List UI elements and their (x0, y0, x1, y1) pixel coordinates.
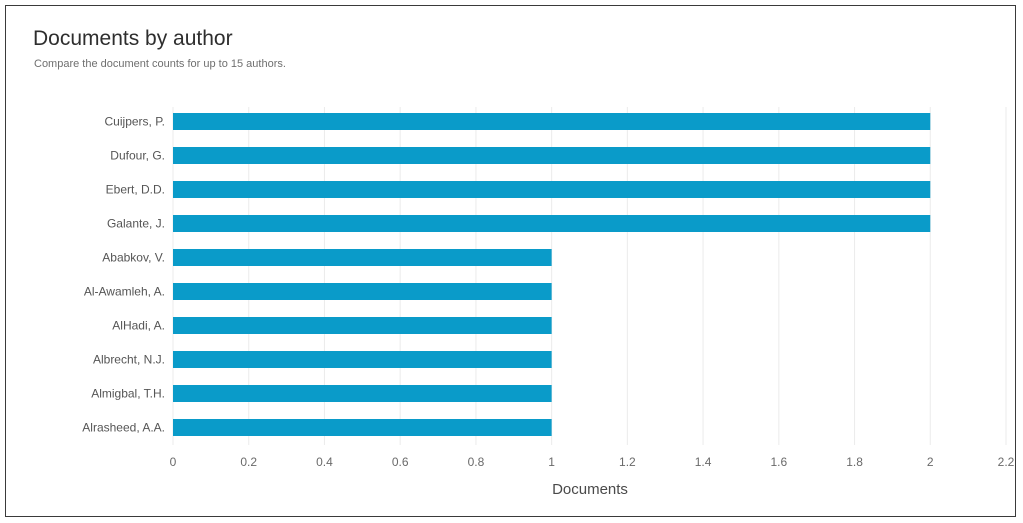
bar[interactable] (173, 283, 552, 300)
x-tick-label: 2 (927, 455, 934, 469)
category-label: Cuijpers, P. (105, 115, 165, 129)
x-tick-label: 1.2 (619, 455, 636, 469)
bar[interactable] (173, 249, 552, 266)
bar[interactable] (173, 215, 931, 232)
category-label: Ababkov, V. (102, 251, 165, 265)
x-tick-label: 2.2 (998, 455, 1015, 469)
category-label: Alrasheed, A.A. (82, 421, 165, 435)
x-tick-label: 0.2 (240, 455, 257, 469)
bar[interactable] (173, 385, 552, 402)
bar[interactable] (173, 181, 931, 198)
category-label: Dufour, G. (110, 149, 165, 163)
x-tick-label: 1 (548, 455, 555, 469)
bar[interactable] (173, 351, 552, 368)
category-label: Albrecht, N.J. (93, 353, 165, 367)
x-tick-label: 1.8 (846, 455, 863, 469)
bar[interactable] (173, 419, 552, 436)
category-label: Galante, J. (107, 217, 165, 231)
x-tick-label: 0.8 (468, 455, 485, 469)
x-tick-labels: 0 0.2 0.4 0.6 0.8 1 1.2 1.4 1.6 1.8 2 2.2 (170, 455, 1015, 469)
x-tick-label: 0.6 (392, 455, 409, 469)
x-tick-label: 1.4 (695, 455, 712, 469)
x-tick-label: 0 (170, 455, 177, 469)
x-tick-label: 0.4 (316, 455, 333, 469)
bar[interactable] (173, 147, 931, 164)
bars (173, 113, 931, 436)
category-label: Almigbal, T.H. (91, 387, 165, 401)
category-label: Al-Awamleh, A. (84, 285, 165, 299)
category-label: AlHadi, A. (112, 319, 165, 333)
category-label: Ebert, D.D. (106, 183, 165, 197)
chart-title: Documents by author (33, 27, 233, 50)
category-labels: Cuijpers, P. Dufour, G. Ebert, D.D. Galante… (82, 115, 165, 435)
bar[interactable] (173, 317, 552, 334)
bar[interactable] (173, 113, 931, 130)
x-axis-label: Documents (552, 481, 628, 498)
chart-subtitle: Compare the document counts for up to 15… (34, 58, 286, 70)
x-tick-label: 1.6 (770, 455, 787, 469)
